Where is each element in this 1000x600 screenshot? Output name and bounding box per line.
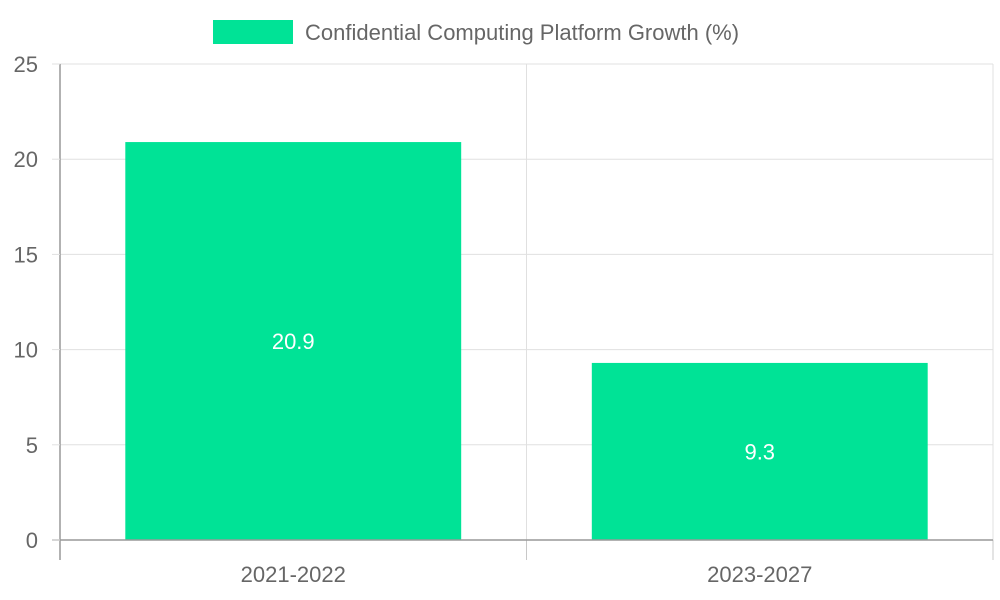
- y-tick-label: 0: [26, 528, 38, 553]
- x-axis-ticks: 2021-2022 2023-2027: [241, 562, 813, 587]
- y-tick-label: 5: [26, 433, 38, 458]
- y-tick-label: 25: [14, 52, 38, 77]
- axes: [52, 64, 993, 560]
- y-tick-label: 15: [14, 242, 38, 267]
- bar-2023-2027: [591, 362, 928, 540]
- legend-label: Confidential Computing Platform Growth (…: [305, 20, 739, 45]
- data-label: 20.9: [272, 329, 315, 354]
- y-axis-ticks: 0 5 10 15 20 25: [14, 52, 60, 553]
- x-tick-label: 2023-2027: [707, 562, 812, 587]
- data-label: 9.3: [744, 439, 775, 464]
- legend[interactable]: Confidential Computing Platform Growth (…: [213, 20, 739, 45]
- bars: [125, 142, 928, 540]
- x-tick-label: 2021-2022: [241, 562, 346, 587]
- legend-swatch: [213, 20, 293, 44]
- data-labels: 20.9 9.3: [272, 329, 775, 464]
- y-tick-label: 20: [14, 147, 38, 172]
- y-tick-label: 10: [14, 338, 38, 363]
- bar-2021-2022: [125, 142, 462, 540]
